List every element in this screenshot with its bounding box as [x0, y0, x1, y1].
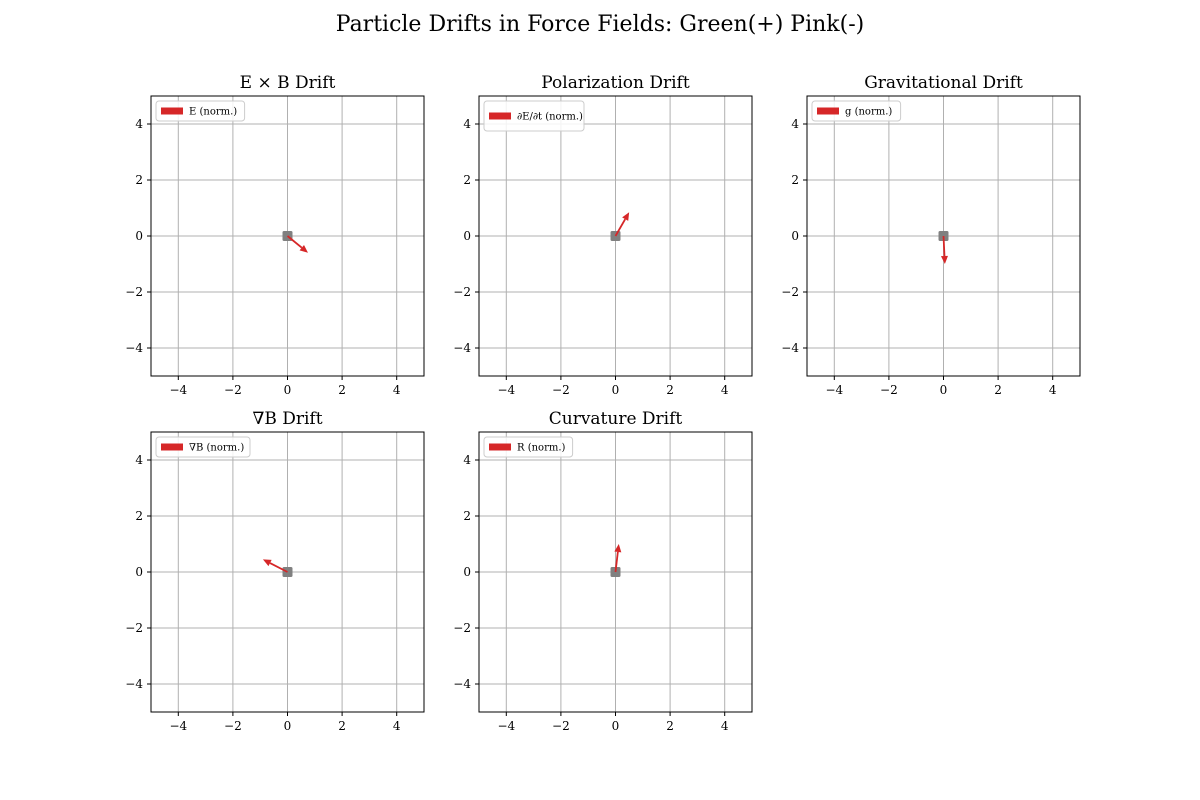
x-tick-label: 0: [940, 383, 948, 397]
legend-swatch: [489, 443, 511, 451]
x-tick-label: −2: [552, 383, 570, 397]
y-tick-label: 2: [791, 173, 799, 187]
legend-swatch: [161, 443, 183, 451]
x-tick-label: −4: [497, 383, 515, 397]
y-tick-label: 4: [791, 117, 799, 131]
y-tick-label: 2: [135, 173, 143, 187]
subplot-5: Curvature Drift −4 −2 0 2 4 −4 −2 0 2 4 R (norm.): [453, 409, 753, 733]
legend: E (norm.): [155, 100, 246, 122]
subplot-title: E × B Drift: [240, 73, 336, 93]
y-tick-label: 4: [463, 117, 471, 131]
legend-swatch: [161, 107, 183, 115]
legend-label: g (norm.): [845, 107, 892, 118]
y-tick-label: 2: [463, 509, 471, 523]
field-arrow-head: [622, 212, 630, 221]
y-tick-label: −4: [125, 341, 143, 355]
subplot-4: ∇B Drift −4 −2 0 2 4 −4 −2 0 2 4 ∇B (norm.): [125, 409, 425, 733]
subplot-1: E × B Drift −4 −2 0 2 4 −4 −2 0 2 4 E (norm.): [125, 73, 425, 397]
legend-box: [811, 100, 902, 122]
field-arrow-head: [262, 559, 272, 567]
x-tick-label: 2: [338, 719, 346, 733]
legend-label: R (norm.): [517, 443, 566, 454]
y-tick-label: 0: [135, 229, 143, 243]
x-tick-label: 2: [994, 383, 1002, 397]
field-arrow-shaft: [942, 235, 946, 257]
field-arrow-shaft: [614, 551, 619, 573]
legend: ∇B (norm.): [155, 436, 251, 458]
legend: g (norm.): [811, 100, 902, 122]
x-tick-label: 4: [393, 719, 401, 733]
y-tick-label: 4: [135, 453, 143, 467]
legend-box: [483, 100, 585, 132]
y-tick-label: 0: [463, 229, 471, 243]
x-tick-label: 0: [284, 719, 292, 733]
subplot-title: Polarization Drift: [541, 73, 690, 93]
x-tick-label: 4: [721, 719, 729, 733]
y-tick-label: 0: [463, 565, 471, 579]
legend-box: [483, 436, 574, 458]
x-tick-label: 0: [612, 719, 620, 733]
y-tick-label: −2: [453, 285, 471, 299]
y-tick-label: −4: [125, 677, 143, 691]
legend: R (norm.): [483, 436, 574, 458]
legend-box: [155, 100, 246, 122]
legend-box: [155, 436, 251, 458]
y-tick-label: 4: [463, 453, 471, 467]
x-tick-label: 2: [666, 719, 674, 733]
axes-frame: [806, 95, 1081, 377]
legend-swatch: [817, 107, 839, 115]
y-tick-label: 2: [463, 173, 471, 187]
axes-frame: [478, 95, 753, 377]
x-tick-label: −4: [169, 719, 187, 733]
y-tick-label: −2: [453, 621, 471, 635]
x-tick-label: 4: [1049, 383, 1057, 397]
y-tick-label: 4: [135, 117, 143, 131]
x-tick-label: 4: [393, 383, 401, 397]
subplot-title: Gravitational Drift: [864, 73, 1023, 93]
field-arrow-shaft: [614, 218, 626, 237]
field-arrow-head: [299, 245, 308, 253]
y-tick-label: −2: [781, 285, 799, 299]
x-tick-label: −4: [825, 383, 843, 397]
y-tick-label: −2: [125, 285, 143, 299]
field-arrow-shaft: [286, 235, 303, 249]
x-tick-label: 0: [284, 383, 292, 397]
y-tick-label: −4: [453, 341, 471, 355]
subplot-2: Polarization Drift −4 −2 0 2 4 −4 −2 0 2 4 ∂E/∂t (n…: [453, 73, 753, 397]
subplot-title: ∇B Drift: [252, 409, 322, 429]
legend-label: E (norm.): [189, 107, 237, 118]
x-tick-label: −2: [552, 719, 570, 733]
y-tick-label: −2: [125, 621, 143, 635]
x-tick-label: −4: [497, 719, 515, 733]
subplot-title: Curvature Drift: [549, 409, 683, 429]
field-arrow-shaft: [269, 562, 288, 573]
y-tick-label: −4: [781, 341, 799, 355]
x-tick-label: −2: [880, 383, 898, 397]
field-arrow-head: [614, 544, 622, 553]
axes-frame: [150, 431, 425, 713]
y-tick-label: −4: [453, 677, 471, 691]
figure-suptitle: Particle Drifts in Force Fields: Green(+…: [335, 12, 865, 37]
legend-label: ∇B (norm.): [189, 443, 244, 454]
axes-frame: [478, 431, 753, 713]
axes-frame: [150, 95, 425, 377]
x-tick-label: 4: [721, 383, 729, 397]
y-tick-label: 0: [135, 565, 143, 579]
field-arrow-head: [940, 255, 948, 264]
x-tick-label: 2: [338, 383, 346, 397]
x-tick-label: −2: [224, 719, 242, 733]
x-tick-label: −4: [169, 383, 187, 397]
y-tick-label: 0: [791, 229, 799, 243]
x-tick-label: 2: [666, 383, 674, 397]
subplot-3: Gravitational Drift −4 −2 0 2 4 −4 −2 0 2 4 g (norm…: [781, 73, 1081, 397]
x-tick-label: 0: [612, 383, 620, 397]
x-tick-label: −2: [224, 383, 242, 397]
legend-swatch: [489, 112, 511, 120]
y-tick-label: 2: [135, 509, 143, 523]
legend-label: ∂E/∂t (norm.): [517, 112, 583, 123]
legend: ∂E/∂t (norm.): [483, 100, 585, 132]
